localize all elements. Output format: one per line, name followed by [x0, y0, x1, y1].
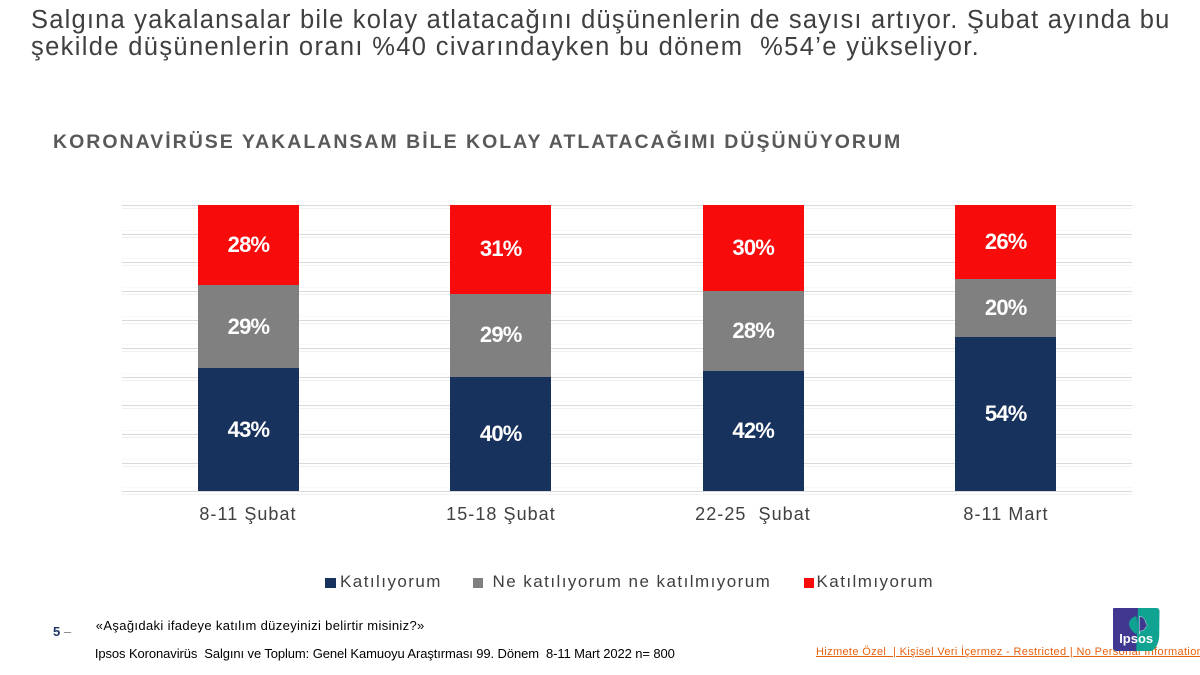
svg-text:Ipsos: Ipsos: [1119, 631, 1153, 646]
